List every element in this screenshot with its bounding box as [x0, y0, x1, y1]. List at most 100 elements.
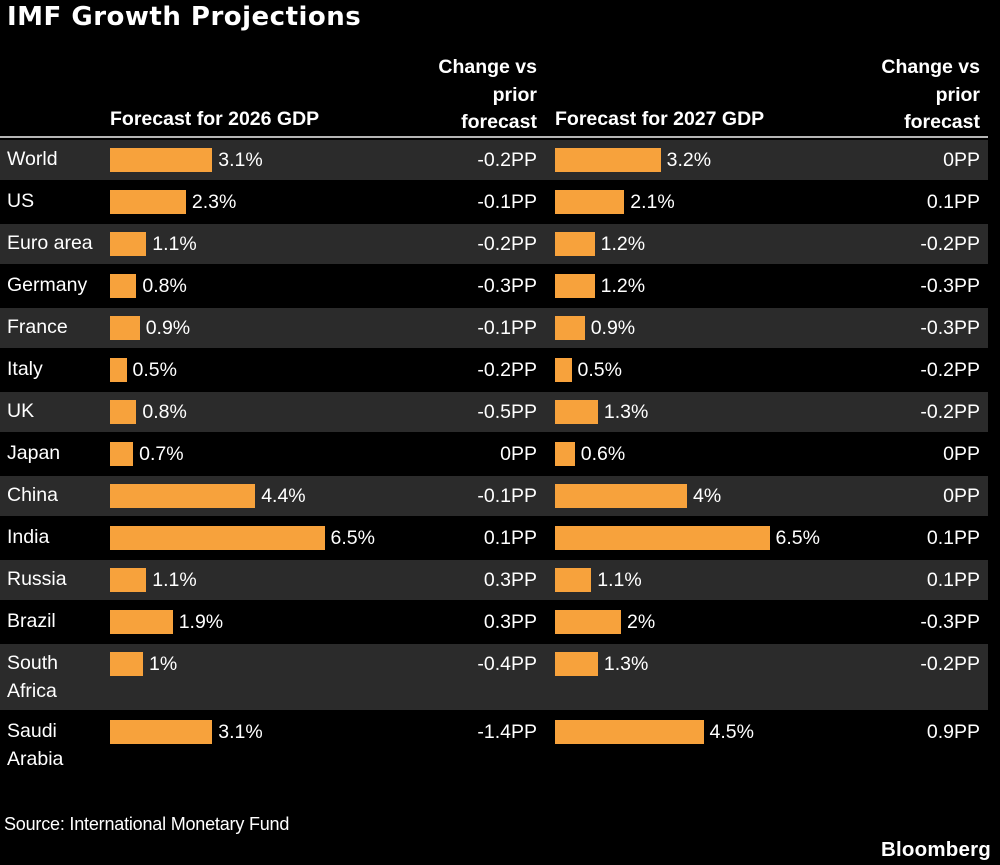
country-label: Japan	[7, 442, 61, 464]
column-header-forecast-2026: Forecast for 2026 GDP	[110, 108, 320, 130]
table-row: Euro area 1.1% -0.2PP 1.2% -0.2PP	[0, 224, 988, 264]
bloomberg-logo: Bloomberg	[881, 838, 991, 861]
change-2027-value: -0.2PP	[920, 359, 980, 381]
change-2026-value: -0.5PP	[477, 401, 537, 423]
gdp-2026-bar	[110, 232, 147, 256]
change-2026-value: 0.3PP	[483, 611, 537, 633]
gdp-2026-cell: 1.1%	[110, 224, 450, 264]
gdp-2026-value: 1.9%	[178, 611, 224, 633]
gdp-2026-bar	[110, 652, 143, 676]
gdp-2027-bar	[555, 316, 585, 340]
gdp-2026-cell: 0.8%	[110, 392, 450, 432]
change-2026-value: -0.2PP	[477, 233, 537, 255]
gdp-2026-bar	[110, 316, 140, 340]
column-gap	[537, 224, 555, 264]
table-row: France 0.9% -0.1PP 0.9% -0.3PP	[0, 308, 988, 348]
gdp-2027-value: 0.5%	[577, 359, 622, 381]
column-gap	[537, 644, 555, 710]
table-row: Japan 0.7% 0PP 0.6% 0PP	[0, 434, 988, 474]
gdp-2027-cell: 0.5%	[555, 350, 895, 390]
gdp-2027-bar	[555, 274, 595, 298]
header-divider	[0, 136, 988, 138]
gdp-2026-value: 0.5%	[132, 359, 177, 381]
change-2026-value: -0.1PP	[477, 191, 537, 213]
column-gap	[537, 476, 555, 516]
country-label: China	[7, 484, 58, 506]
gdp-2027-cell: 0.6%	[555, 434, 895, 474]
change-2027-value: -0.2PP	[920, 401, 980, 423]
table-row: China 4.4% -0.1PP 4% 0PP	[0, 476, 988, 516]
gdp-2027-cell: 1.3%	[555, 644, 895, 710]
gdp-2027-value: 1.2%	[600, 233, 646, 255]
country-label: South Africa	[7, 652, 58, 702]
gdp-2027-bar	[555, 148, 661, 172]
gdp-2027-bar	[555, 568, 592, 592]
gdp-2027-cell: 1.1%	[555, 560, 895, 600]
gdp-2026-value: 2.3%	[191, 191, 237, 213]
column-gap	[537, 712, 555, 778]
change-2026-value: 0PP	[500, 443, 537, 465]
gdp-2026-bar	[110, 190, 186, 214]
gdp-2027-value: 4.5%	[709, 721, 754, 743]
table-row: US 2.3% -0.1PP 2.1% 0.1PP	[0, 182, 988, 222]
gdp-2026-value: 0.9%	[145, 317, 191, 339]
gdp-2026-bar	[110, 400, 137, 424]
gdp-2027-cell: 1.2%	[555, 224, 895, 264]
table-row: Germany 0.8% -0.3PP 1.2% -0.3PP	[0, 266, 988, 306]
gdp-2026-bar	[110, 148, 213, 172]
gdp-2026-value: 1.1%	[152, 233, 197, 255]
column-gap	[537, 308, 555, 348]
column-gap	[537, 140, 555, 180]
column-header-forecast-2027: Forecast for 2027 GDP	[555, 108, 765, 130]
gdp-2026-cell: 0.5%	[110, 350, 450, 390]
country-label: Germany	[7, 274, 88, 296]
gdp-2026-cell: 1%	[110, 644, 450, 710]
gdp-2026-bar	[110, 720, 213, 744]
change-2027-value: 0.1PP	[926, 191, 980, 213]
gdp-2027-bar	[555, 610, 621, 634]
column-header-change-2027: Change vs prior forecast	[881, 56, 980, 133]
gdp-2027-value: 3.2%	[666, 149, 712, 171]
page-title: IMF Growth Projections	[7, 2, 362, 32]
gdp-2027-bar	[555, 652, 598, 676]
gdp-2027-value: 6.5%	[775, 527, 820, 549]
change-2026-value: 0.1PP	[483, 527, 537, 549]
column-gap	[537, 518, 555, 558]
gdp-2026-value: 0.8%	[142, 275, 187, 297]
table-row: World 3.1% -0.2PP 3.2% 0PP	[0, 140, 988, 180]
gdp-2026-value: 0.8%	[142, 401, 187, 423]
country-label: World	[7, 148, 58, 170]
change-2027-value: 0PP	[943, 485, 980, 507]
change-2026-value: -0.1PP	[477, 317, 537, 339]
country-label: France	[7, 316, 68, 338]
gdp-2026-cell: 2.3%	[110, 182, 450, 222]
change-2026-value: -0.1PP	[477, 485, 537, 507]
gdp-2027-bar	[555, 442, 575, 466]
table: World 3.1% -0.2PP 3.2% 0PP US 2.3% -0.1P…	[0, 140, 988, 778]
gdp-2026-value: 6.5%	[330, 527, 375, 549]
table-row: South Africa 1% -0.4PP 1.3% -0.2PP	[0, 644, 988, 710]
change-2027-value: 0PP	[943, 149, 980, 171]
gdp-2026-bar	[110, 358, 127, 382]
gdp-2026-value: 4.4%	[261, 485, 306, 507]
change-2027-value: 0.1PP	[926, 569, 980, 591]
gdp-2026-bar	[110, 526, 325, 550]
column-gap	[537, 560, 555, 600]
gdp-2027-bar	[555, 232, 595, 256]
gdp-2027-bar	[555, 526, 770, 550]
column-gap	[537, 350, 555, 390]
change-2027-value: -0.2PP	[920, 653, 980, 675]
change-2027-value: 0PP	[943, 443, 980, 465]
gdp-2026-value: 3.1%	[218, 721, 263, 743]
gdp-2027-cell: 4%	[555, 476, 895, 516]
table-row: Brazil 1.9% 0.3PP 2% -0.3PP	[0, 602, 988, 642]
gdp-2026-cell: 3.1%	[110, 712, 450, 778]
table-row: Saudi Arabia 3.1% -1.4PP 4.5% 0.9PP	[0, 712, 988, 778]
gdp-2026-cell: 1.1%	[110, 560, 450, 600]
country-label: Russia	[7, 568, 67, 590]
gdp-2027-bar	[555, 484, 687, 508]
gdp-2027-bar	[555, 358, 572, 382]
change-2026-value: -0.4PP	[477, 653, 537, 675]
change-2026-value: -0.2PP	[477, 359, 537, 381]
gdp-2027-cell: 6.5%	[555, 518, 895, 558]
